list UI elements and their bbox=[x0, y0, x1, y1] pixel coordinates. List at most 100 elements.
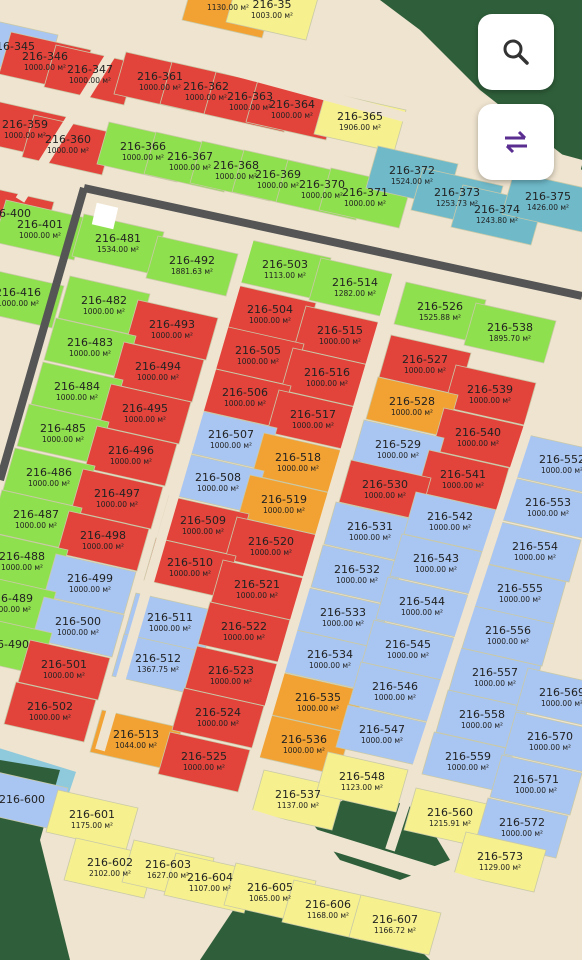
plot-number: 216-548 bbox=[339, 770, 385, 783]
plot-number: 216-527 bbox=[402, 353, 448, 366]
plot-number: 216-554 bbox=[512, 540, 558, 553]
plot-number: 216-542 bbox=[427, 510, 473, 523]
plot bbox=[503, 711, 582, 772]
plot-area: 1130.00 м² bbox=[207, 3, 249, 12]
plot-area: 1000.00 м² bbox=[185, 93, 227, 102]
plot-number: 216-507 bbox=[208, 428, 254, 441]
plot-area: 1000.00 м² bbox=[28, 479, 70, 488]
plot-number: 216-504 bbox=[247, 303, 293, 316]
plot-number: 216-535 bbox=[295, 691, 341, 704]
plot-number: 216-505 bbox=[235, 344, 281, 357]
plot-area: 1000.00 м² bbox=[301, 191, 343, 200]
plot-area: 1107.00 м² bbox=[189, 884, 231, 893]
plot-number: 216-606 bbox=[305, 898, 351, 911]
plot-number: 216-553 bbox=[525, 496, 571, 509]
plot-number: 216-573 bbox=[477, 850, 523, 863]
plot-number: 216-559 bbox=[445, 750, 491, 763]
plot-number: 216-484 bbox=[54, 380, 100, 393]
plot-number: 216-513 bbox=[113, 728, 159, 741]
plot-number: 216-500 bbox=[55, 615, 101, 628]
search-button[interactable] bbox=[478, 14, 554, 90]
plot-area: 1000.00 м² bbox=[529, 743, 571, 752]
plot-label: 216-4891000.00 м² bbox=[0, 592, 33, 614]
plot-number: 216-558 bbox=[459, 708, 505, 721]
plot-number: 216-538 bbox=[487, 321, 533, 334]
plot-number: 216-524 bbox=[195, 706, 241, 719]
plot-number: 216-366 bbox=[120, 140, 166, 153]
plot bbox=[463, 302, 557, 364]
plot-area: 1000.00 м² bbox=[0, 299, 39, 308]
plot-number: 216-35 bbox=[253, 0, 292, 11]
plot-area: 1000.00 м² bbox=[139, 83, 181, 92]
plot-area: 1000.00 м² bbox=[361, 736, 403, 745]
plot-number: 216-600 bbox=[0, 793, 45, 806]
plot-number: 216-489 bbox=[0, 592, 33, 605]
plot-label: 216-600 bbox=[0, 793, 45, 806]
road-line bbox=[0, 186, 88, 482]
plot bbox=[43, 553, 137, 615]
plot-number: 216-536 bbox=[281, 733, 327, 746]
plot-area: 1003.00 м² bbox=[251, 11, 293, 20]
plot-area: 1627.00 м² bbox=[147, 871, 189, 880]
plot-number: 216-362 bbox=[183, 80, 229, 93]
plot-number: 216-416 bbox=[0, 286, 41, 299]
plot-area: 1426.00 м² bbox=[527, 203, 569, 212]
plot-area: 1000.00 м² bbox=[0, 605, 31, 614]
plot-number: 216-531 bbox=[347, 520, 393, 533]
plot-area: 1000.00 м² bbox=[404, 366, 446, 375]
plot-area: 1000.00 м² bbox=[69, 585, 111, 594]
plot-area: 1000.00 м² bbox=[223, 633, 265, 642]
swap-button[interactable] bbox=[478, 104, 554, 180]
plot-area: 1000.00 м² bbox=[210, 441, 252, 450]
plot-number: 216-557 bbox=[472, 666, 518, 679]
plot bbox=[225, 0, 318, 41]
plot-area: 1000.00 м² bbox=[514, 553, 556, 562]
plot-area: 1000.00 м² bbox=[69, 76, 111, 85]
plot-number: 216-485 bbox=[40, 422, 86, 435]
plot-area: 1166.72 м² bbox=[374, 926, 416, 935]
plot-area: 1000.00 м² bbox=[169, 569, 211, 578]
plot-area: 1000.00 м² bbox=[151, 331, 193, 340]
plot-area: 1253.73 м² bbox=[436, 199, 478, 208]
swap-icon bbox=[505, 130, 527, 154]
plot bbox=[31, 596, 125, 658]
plot-area: 1000.00 м² bbox=[401, 608, 443, 617]
plot-number: 216-528 bbox=[389, 395, 435, 408]
plot-area: 1000.00 м² bbox=[110, 457, 152, 466]
plot bbox=[489, 754, 582, 816]
plot-area: 1000.00 м² bbox=[229, 103, 271, 112]
plot-area: 1525.88 м² bbox=[419, 313, 461, 322]
plot-area: 1000.00 м² bbox=[29, 713, 71, 722]
plot-number: 216-526 bbox=[417, 300, 463, 313]
plot-number: 216-519 bbox=[261, 493, 307, 506]
